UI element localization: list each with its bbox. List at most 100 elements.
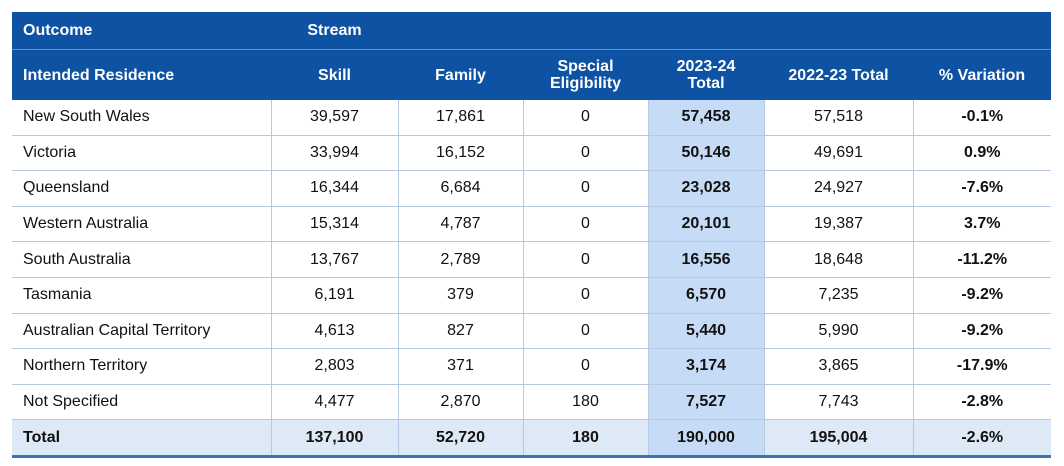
total-2022-23-cell: 24,927 [763,170,913,207]
header-spacer [523,12,648,50]
skill-cell: 39,597 [270,100,398,136]
total-special-eligibility: 180 [522,419,648,459]
special-eligibility-cell: 0 [522,206,648,243]
table-row: South Australia 13,767 2,789 0 16,556 18… [12,241,1051,278]
variation-cell: 0.9% [912,135,1051,172]
total-2023-24-cell: 5,440 [647,313,764,350]
family-cell: 2,870 [397,384,523,421]
skill-cell: 16,344 [270,170,398,207]
variation-cell: -2.8% [912,384,1051,421]
total-2022-23-cell: 5,990 [763,313,913,350]
total-2022-23-cell: 7,743 [763,384,913,421]
family-cell: 4,787 [397,206,523,243]
variation-cell: -7.6% [912,170,1051,207]
residence-cell: Tasmania [12,277,271,314]
skill-cell: 4,613 [270,313,398,350]
special-eligibility-cell: 0 [522,277,648,314]
table-row: Northern Territory 2,803 371 0 3,174 3,8… [12,348,1051,385]
special-eligibility-label: Special Eligibility [549,58,622,92]
residence-cell: Queensland [12,170,271,207]
family-cell: 827 [397,313,523,350]
total-2023-24-cell: 23,028 [647,170,764,207]
residence-cell: Australian Capital Territory [12,313,271,350]
residence-cell: Northern Territory [12,348,271,385]
residence-cell: Victoria [12,135,271,172]
special-eligibility-cell: 0 [522,170,648,207]
total-family: 52,720 [397,419,523,459]
total-2022-23: 195,004 [763,419,913,459]
column-header-variation: % Variation [913,49,1051,100]
column-header-2022-23-total: 2022-23 Total [764,49,913,100]
stream-header: Stream [271,12,398,50]
total-2022-23-cell: 57,518 [763,100,913,136]
residence-cell: South Australia [12,241,271,278]
total-row: Total 137,100 52,720 180 190,000 195,004… [12,419,1051,459]
table-row: Western Australia 15,314 4,787 0 20,101 … [12,206,1051,243]
header-row-1: Outcome Stream [12,12,1051,50]
outcome-header: Outcome [12,12,271,50]
table-row: Victoria 33,994 16,152 0 50,146 49,691 0… [12,135,1051,172]
table-row: Not Specified 4,477 2,870 180 7,527 7,74… [12,384,1051,421]
variation-cell: -0.1% [912,100,1051,136]
column-header-2023-24-total: 2023-24 Total [648,49,764,100]
skill-cell: 13,767 [270,241,398,278]
header-spacer [764,12,913,50]
family-cell: 17,861 [397,100,523,136]
special-eligibility-cell: 0 [522,348,648,385]
skill-cell: 2,803 [270,348,398,385]
total-2023-24-cell: 57,458 [647,100,764,136]
table-row: Australian Capital Territory 4,613 827 0… [12,313,1051,350]
family-cell: 16,152 [397,135,523,172]
family-cell: 379 [397,277,523,314]
table-body: New South Wales 39,597 17,861 0 57,458 5… [12,100,1051,459]
variation-cell: -17.9% [912,348,1051,385]
variation-cell: -9.2% [912,313,1051,350]
variation-cell: -9.2% [912,277,1051,314]
column-header-special-eligibility: Special Eligibility [523,49,648,100]
header-spacer [913,12,1051,50]
family-cell: 371 [397,348,523,385]
column-header-skill: Skill [271,49,398,100]
table-row: Tasmania 6,191 379 0 6,570 7,235 -9.2% [12,277,1051,314]
special-eligibility-cell: 0 [522,313,648,350]
column-header-intended-residence: Intended Residence [12,49,271,100]
total-2023-24-cell: 7,527 [647,384,764,421]
total-2022-23-cell: 49,691 [763,135,913,172]
total-skill: 137,100 [270,419,398,459]
special-eligibility-cell: 0 [522,241,648,278]
total-2023-24-cell: 16,556 [647,241,764,278]
column-header-family: Family [398,49,523,100]
table-header: Outcome Stream Intended Residence Skill … [12,12,1051,100]
table-row: New South Wales 39,597 17,861 0 57,458 5… [12,100,1051,136]
special-eligibility-cell: 0 [522,135,648,172]
header-spacer [648,12,764,50]
special-eligibility-cell: 180 [522,384,648,421]
total-2022-23-cell: 19,387 [763,206,913,243]
family-cell: 6,684 [397,170,523,207]
total-2023-24: 190,000 [647,419,764,459]
skill-cell: 4,477 [270,384,398,421]
residence-cell: Western Australia [12,206,271,243]
skill-cell: 33,994 [270,135,398,172]
skill-cell: 15,314 [270,206,398,243]
residence-cell: New South Wales [12,100,271,136]
total-variation: -2.6% [912,419,1051,459]
total-label: Total [12,419,271,459]
table-row: Queensland 16,344 6,684 0 23,028 24,927 … [12,170,1051,207]
residence-cell: Not Specified [12,384,271,421]
total-2023-24-cell: 3,174 [647,348,764,385]
total-2022-23-cell: 3,865 [763,348,913,385]
header-row-2: Intended Residence Skill Family Special … [12,49,1051,100]
total-2023-24-cell: 6,570 [647,277,764,314]
special-eligibility-cell: 0 [522,100,648,136]
residence-outcome-table: Outcome Stream Intended Residence Skill … [12,12,1051,459]
total-2023-24-cell: 50,146 [647,135,764,172]
family-cell: 2,789 [397,241,523,278]
total-2022-23-cell: 7,235 [763,277,913,314]
skill-cell: 6,191 [270,277,398,314]
total-2022-23-cell: 18,648 [763,241,913,278]
total-2023-24-label: 2023-24 Total [676,58,736,92]
header-spacer [398,12,523,50]
variation-cell: 3.7% [912,206,1051,243]
variation-cell: -11.2% [912,241,1051,278]
